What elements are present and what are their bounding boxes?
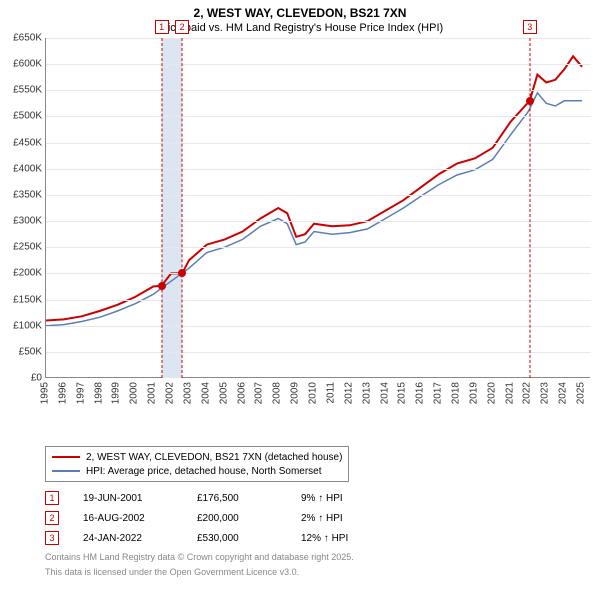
sale-marker-line [161,38,162,378]
x-axis-label: 2025 [576,382,587,404]
sale-diff: 2% ↑ HPI [301,513,401,524]
sale-date: 24-JAN-2022 [83,533,173,544]
y-axis-label: £600K [13,59,42,70]
x-axis-label: 2006 [236,382,247,404]
x-axis-label: 1999 [111,382,122,404]
y-axis-label: £450K [13,137,42,148]
legend: 2, WEST WAY, CLEVEDON, BS21 7XN (detache… [45,446,349,482]
footnote-copyright: Contains HM Land Registry data © Crown c… [45,552,590,563]
gridline [46,326,591,327]
gridline [46,300,591,301]
x-axis-label: 1997 [75,382,86,404]
sale-number-box: 3 [45,531,59,545]
x-axis-label: 2001 [147,382,158,404]
legend-label: HPI: Average price, detached house, Nort… [86,466,322,477]
series-hpi [46,93,582,326]
sale-row: 3 24-JAN-2022 £530,000 12% ↑ HPI [45,528,590,548]
x-axis-label: 2022 [522,382,533,404]
y-axis-label: £150K [13,294,42,305]
sale-diff: 9% ↑ HPI [301,493,401,504]
x-axis-label: 2010 [308,382,319,404]
gridline [46,169,591,170]
x-axis-label: 1995 [40,382,51,404]
gridline [46,352,591,353]
y-axis-label: £350K [13,189,42,200]
x-axis-label: 2012 [343,382,354,404]
x-axis-label: 2005 [218,382,229,404]
y-axis-label: £250K [13,242,42,253]
chart-lines [46,38,591,378]
x-axis-label: 2024 [558,382,569,404]
x-axis-label: 2003 [182,382,193,404]
x-axis-label: 2014 [379,382,390,404]
chart-subtitle: Price paid vs. HM Land Registry's House … [0,22,600,34]
x-axis-label: 2017 [433,382,444,404]
x-axis-label: 2007 [254,382,265,404]
y-axis-label: £200K [13,268,42,279]
sale-marker-dot [158,282,166,290]
y-axis-label: £100K [13,320,42,331]
y-axis-label: £400K [13,163,42,174]
x-axis-label: 2018 [450,382,461,404]
sales-table: 1 19-JUN-2001 £176,500 9% ↑ HPI 2 16-AUG-2002… [45,488,590,548]
x-axis-label: 2021 [504,382,515,404]
x-axis-label: 2011 [325,382,336,404]
legend-label: 2, WEST WAY, CLEVEDON, BS21 7XN (detache… [86,452,342,463]
gridline [46,273,591,274]
x-axis-label: 2002 [165,382,176,404]
x-axis-label: 2023 [540,382,551,404]
x-axis-label: 1998 [93,382,104,404]
sale-date: 19-JUN-2001 [83,493,173,504]
sale-marker-dot [178,269,186,277]
footnote-licence: This data is licensed under the Open Gov… [45,567,590,578]
sale-diff: 12% ↑ HPI [301,533,401,544]
sale-row: 1 19-JUN-2001 £176,500 9% ↑ HPI [45,488,590,508]
sale-number-box: 1 [45,491,59,505]
sale-marker-dot [526,97,534,105]
gridline [46,143,591,144]
y-axis-label: £300K [13,216,42,227]
gridline [46,195,591,196]
gridline [46,64,591,65]
y-axis-label: £550K [13,85,42,96]
x-axis-label: 2004 [200,382,211,404]
series-price_paid [46,56,582,320]
gridline [46,90,591,91]
x-axis-label: 2013 [361,382,372,404]
sale-date: 16-AUG-2002 [83,513,173,524]
legend-swatch [52,470,80,472]
gridline [46,38,591,39]
sale-marker-box: 1 [155,20,169,34]
x-axis-label: 2000 [129,382,140,404]
chart-title: 2, WEST WAY, CLEVEDON, BS21 7XN [0,6,600,20]
chart-area: 123 £0£50K£100K£150K£200K£250K£300K£350K… [45,38,590,398]
gridline [46,116,591,117]
x-axis-label: 2008 [272,382,283,404]
sale-marker-line [182,38,183,378]
sale-number-box: 2 [45,511,59,525]
sale-row: 2 16-AUG-2002 £200,000 2% ↑ HPI [45,508,590,528]
sale-marker-box: 2 [175,20,189,34]
gridline [46,247,591,248]
x-axis-label: 2009 [290,382,301,404]
x-axis-label: 2020 [486,382,497,404]
legend-row: 2, WEST WAY, CLEVEDON, BS21 7XN (detache… [52,450,342,464]
legend-swatch [52,456,80,458]
y-axis-label: £650K [13,33,42,44]
x-axis-label: 1996 [57,382,68,404]
sale-price: £200,000 [197,513,277,524]
gridline [46,221,591,222]
sale-price: £176,500 [197,493,277,504]
x-axis-label: 2019 [468,382,479,404]
x-axis-label: 2016 [415,382,426,404]
sale-marker-line [529,38,530,378]
sale-price: £530,000 [197,533,277,544]
legend-row: HPI: Average price, detached house, Nort… [52,464,342,478]
y-axis-label: £50K [19,346,42,357]
x-axis-label: 2015 [397,382,408,404]
sale-marker-box: 3 [523,20,537,34]
plot-region: 123 [45,38,590,378]
y-axis-label: £500K [13,111,42,122]
